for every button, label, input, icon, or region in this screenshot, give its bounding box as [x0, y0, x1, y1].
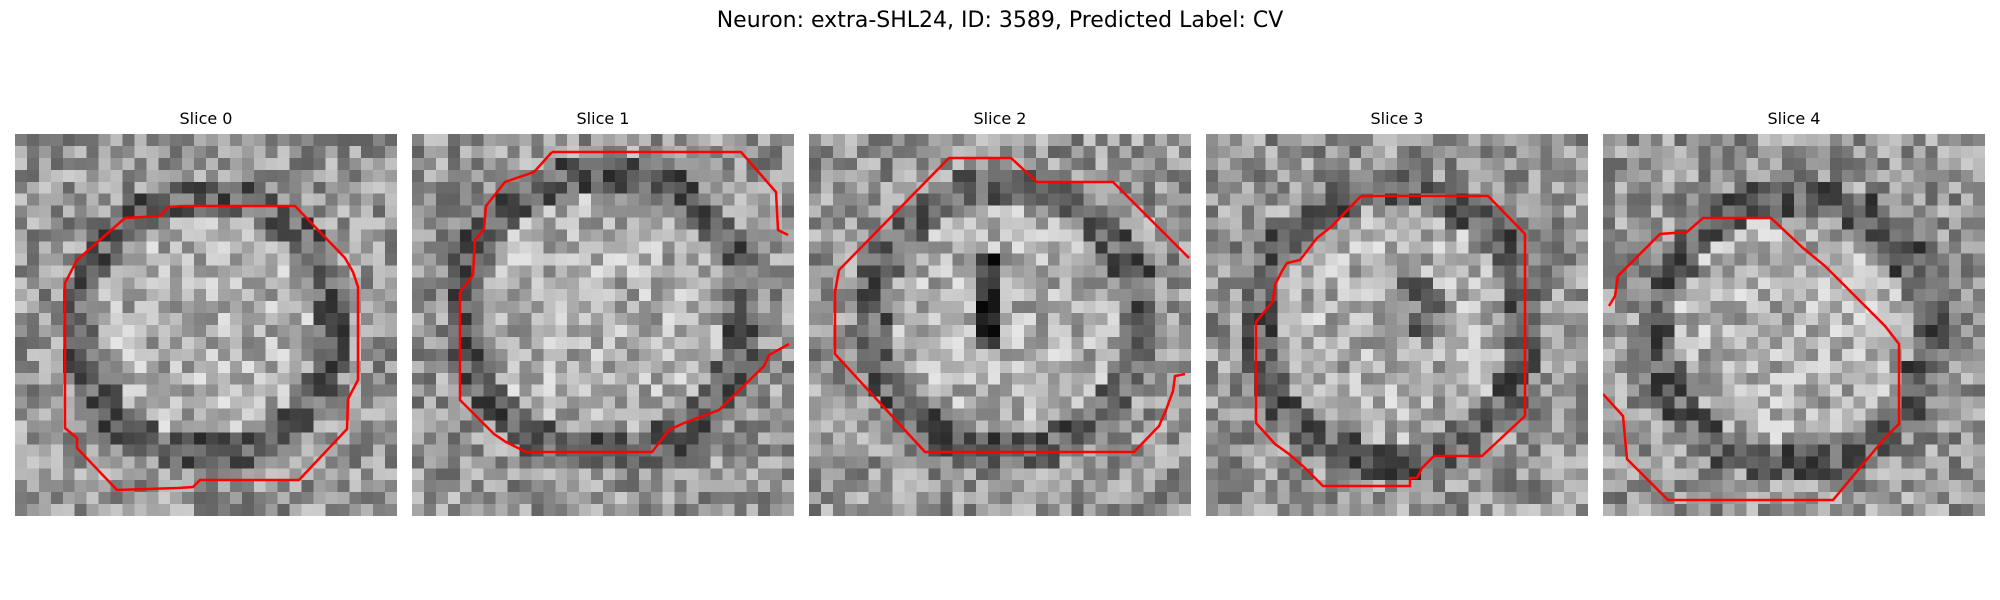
- cell-contour: [833, 156, 1190, 454]
- slice-title: Slice 4: [1767, 109, 1821, 128]
- slice-image: [15, 134, 397, 516]
- slice-title: Slice 0: [179, 109, 233, 128]
- slice-image: [412, 134, 794, 516]
- slice-panel-1: Slice 1: [412, 109, 794, 516]
- figure-title: Neuron: extra-SHL24, ID: 3589, Predicted…: [716, 8, 1284, 33]
- cell-contour: [458, 150, 790, 454]
- slice-panel-3: Slice 3: [1206, 109, 1588, 516]
- cell-contour: [1254, 194, 1527, 488]
- slice-image: [1206, 134, 1588, 516]
- slice-title: Slice 1: [576, 109, 630, 128]
- grayscale-texture: [15, 134, 397, 516]
- slice-panel-0: Slice 0: [15, 109, 397, 516]
- slice-panel-4: Slice 4: [1603, 109, 1985, 516]
- slice-panel-2: Slice 2: [809, 109, 1191, 516]
- cell-contour: [63, 204, 360, 492]
- slice-image: [1603, 134, 1985, 516]
- slice-title: Slice 3: [1370, 109, 1424, 128]
- slice-title: Slice 2: [973, 109, 1027, 128]
- cell-contour: [1603, 216, 1901, 502]
- grayscale-texture: [1603, 134, 1985, 516]
- slice-image: [809, 134, 1191, 516]
